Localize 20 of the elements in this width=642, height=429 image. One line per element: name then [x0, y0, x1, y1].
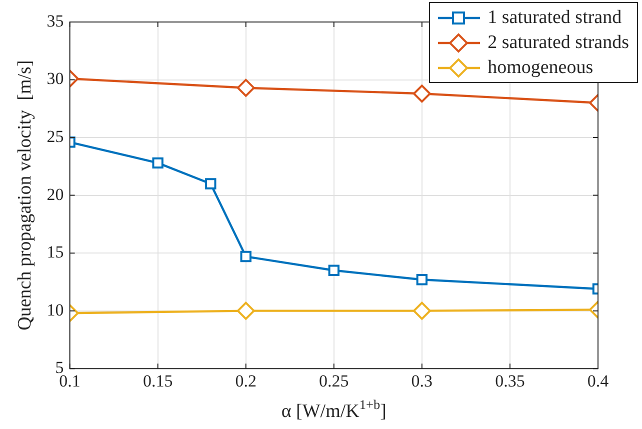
x-tick-label: 0.35	[495, 371, 525, 390]
point	[205, 178, 216, 190]
point	[240, 250, 252, 262]
x-tick-label: 0.4	[587, 371, 610, 390]
y-tick-label: 20	[46, 184, 64, 204]
x-tick-label: 0.25	[319, 371, 349, 390]
legend-label: 1 saturated strand	[488, 6, 622, 30]
y-tick-label: 15	[46, 242, 64, 262]
y-axis-title: Quench propagation velocity [m/s]	[14, 60, 36, 330]
legend-label: 2 saturated strands	[488, 31, 629, 55]
y-tick-label: 10	[46, 300, 64, 320]
x-tick-label: 0.3	[411, 371, 433, 390]
point	[416, 274, 428, 286]
y-tick-label: 30	[46, 69, 64, 88]
x-tick-label: 0.2	[235, 371, 256, 390]
legend-label: homogeneous	[488, 56, 594, 80]
y-tick-label: 25	[46, 127, 64, 146]
point	[328, 264, 340, 276]
x-tick-label: 0.15	[142, 371, 173, 390]
y-tick-label: 35	[46, 11, 64, 30]
